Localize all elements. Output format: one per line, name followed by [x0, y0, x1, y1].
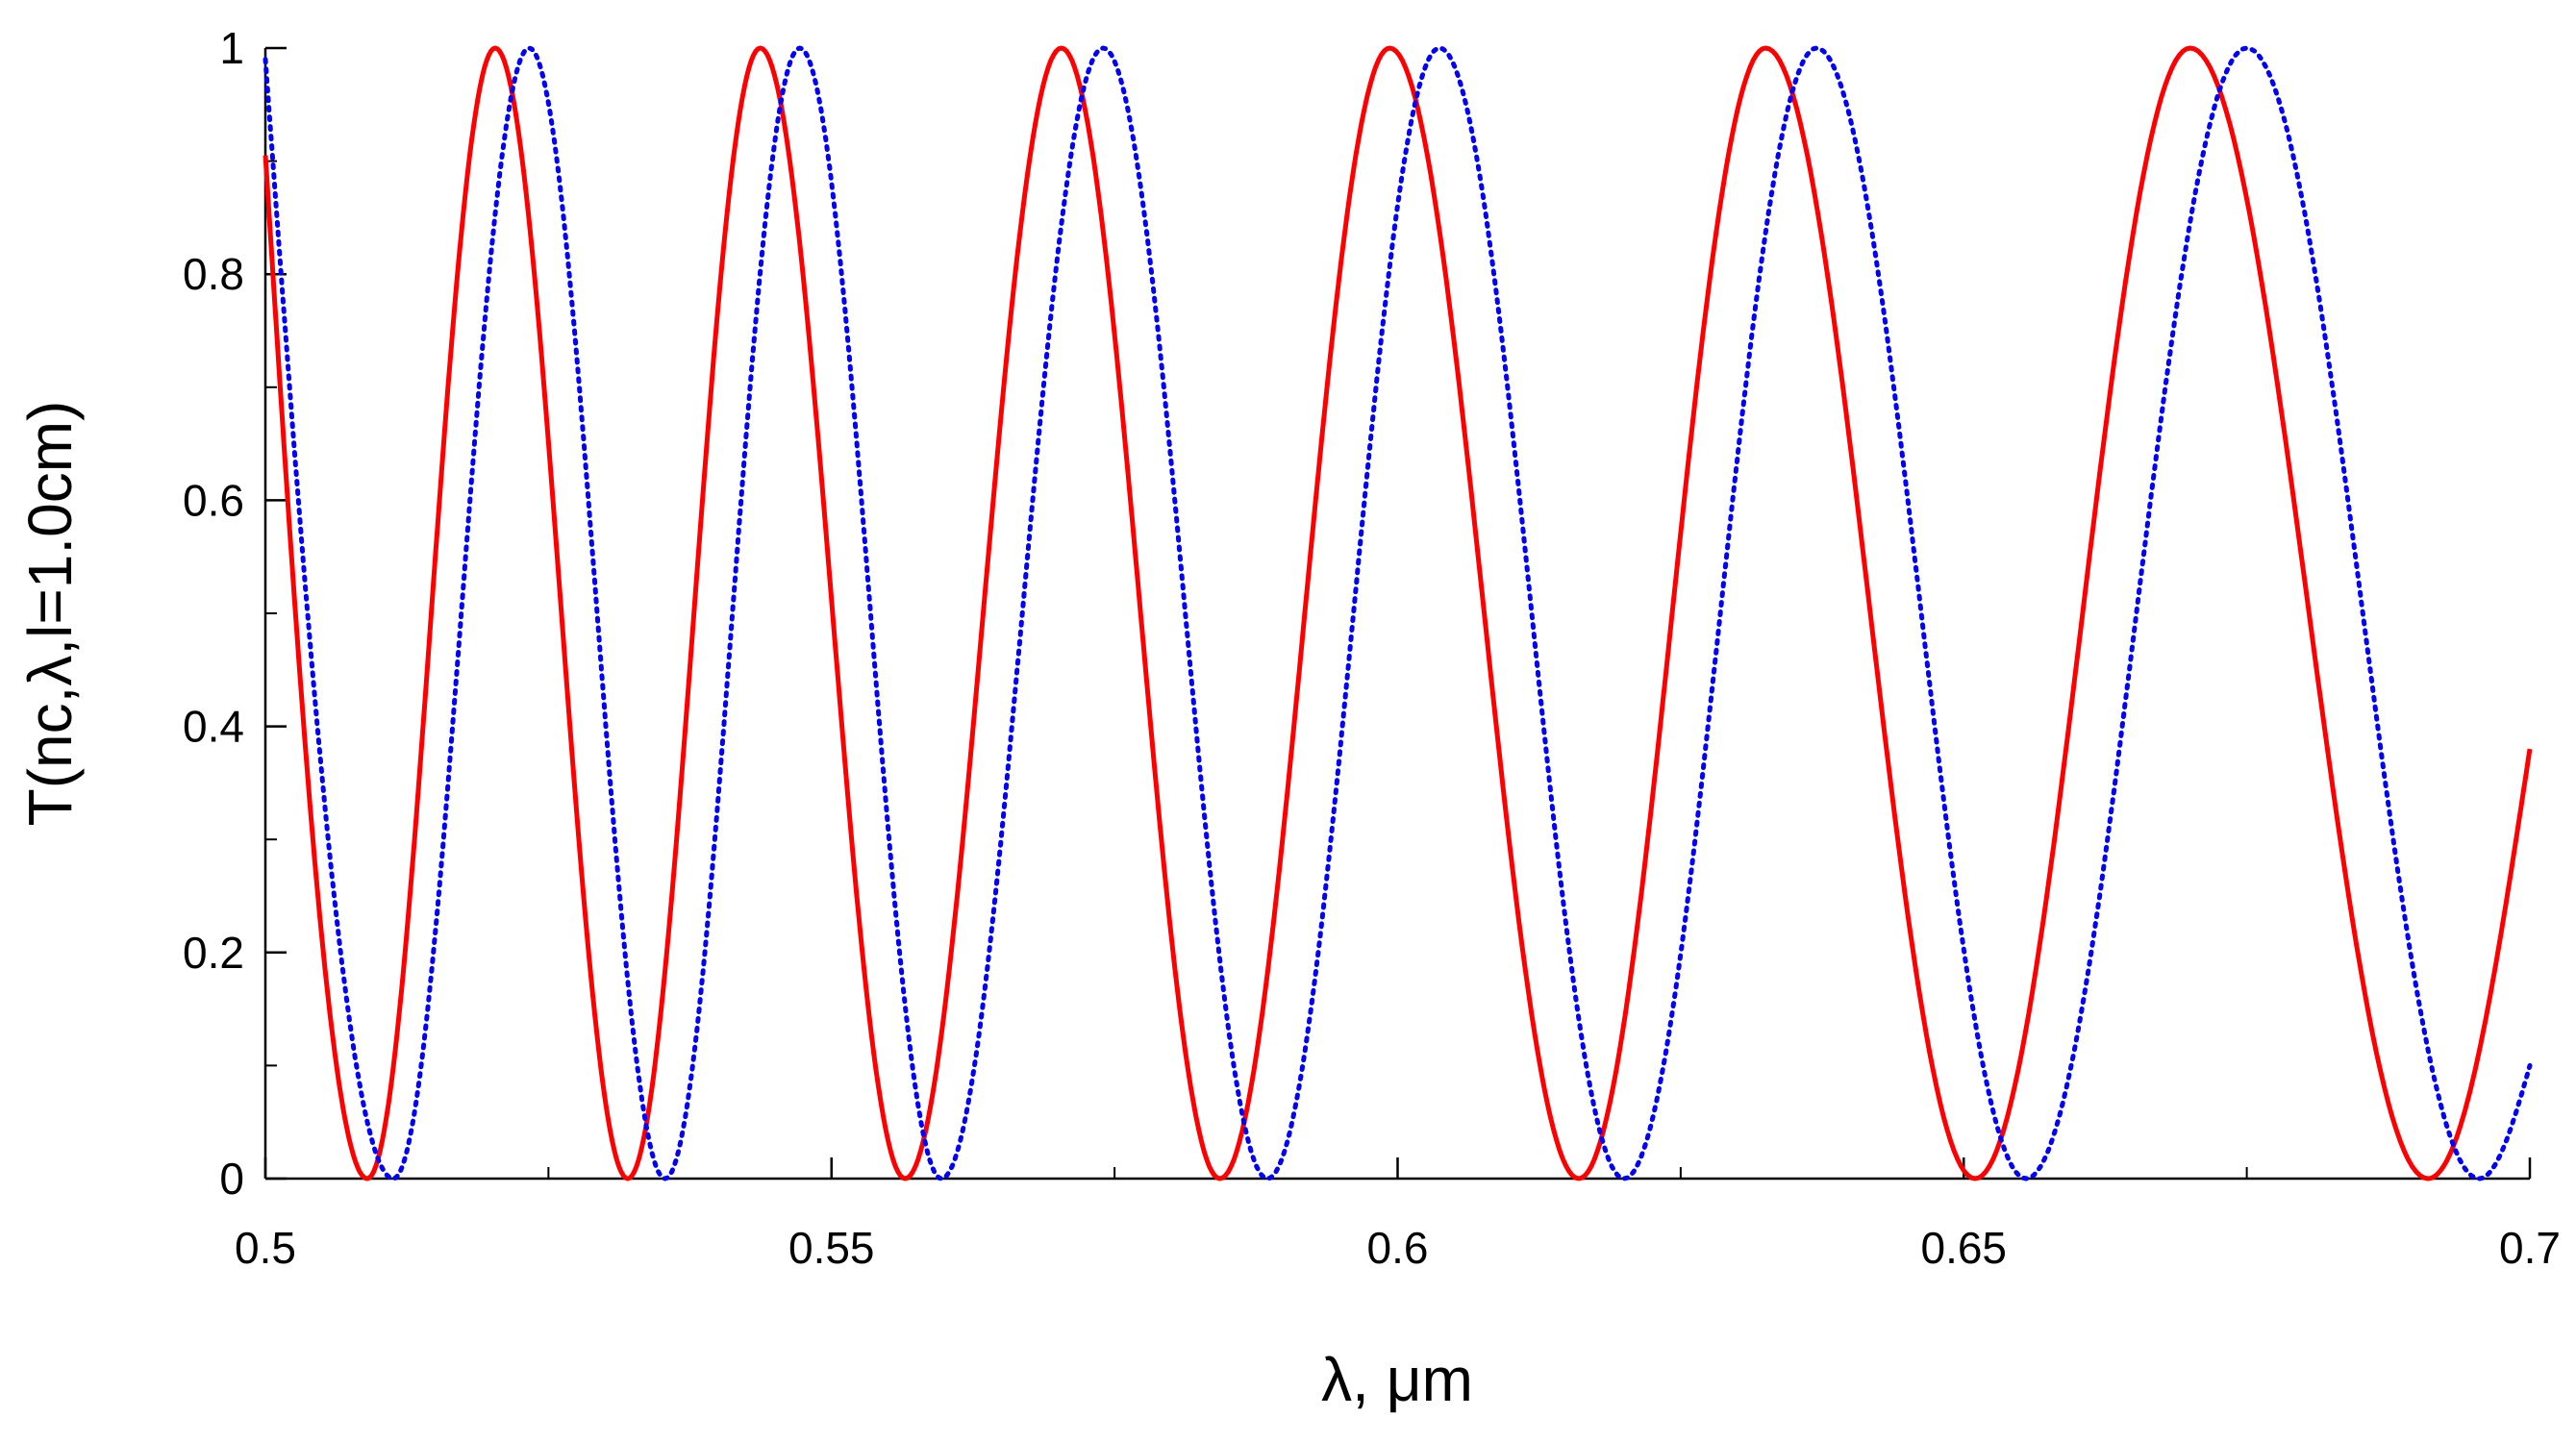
- y-tick-label-4: 0.8: [183, 249, 244, 299]
- x-tick-label-4: 0.7: [2499, 1223, 2561, 1273]
- series-line-1: [263, 45, 2533, 1181]
- x-tick-label-0: 0.5: [235, 1223, 296, 1273]
- x-tick-label-2: 0.6: [1367, 1223, 1429, 1273]
- y-tick-label-0: 0: [219, 1154, 244, 1204]
- x-tick-label-1: 0.55: [788, 1223, 875, 1273]
- y-tick-label-3: 0.6: [183, 475, 244, 525]
- y-tick-label-2: 0.4: [183, 702, 244, 752]
- y-axis-title: T(nc,λ,l=1.0cm): [15, 401, 85, 827]
- y-tick-label-1: 0.2: [183, 928, 244, 978]
- x-tick-label-3: 0.65: [1920, 1223, 2007, 1273]
- series-line-0: [263, 45, 2533, 1181]
- ticks: 0.5 0.55 0.6 0.65 0.7 0 0.2 0.4 0.6 0.8 1: [183, 23, 2561, 1273]
- y-tick-label-5: 1: [219, 23, 244, 73]
- x-axis-title: λ, μm: [1321, 1345, 1473, 1414]
- series: [263, 45, 2533, 1181]
